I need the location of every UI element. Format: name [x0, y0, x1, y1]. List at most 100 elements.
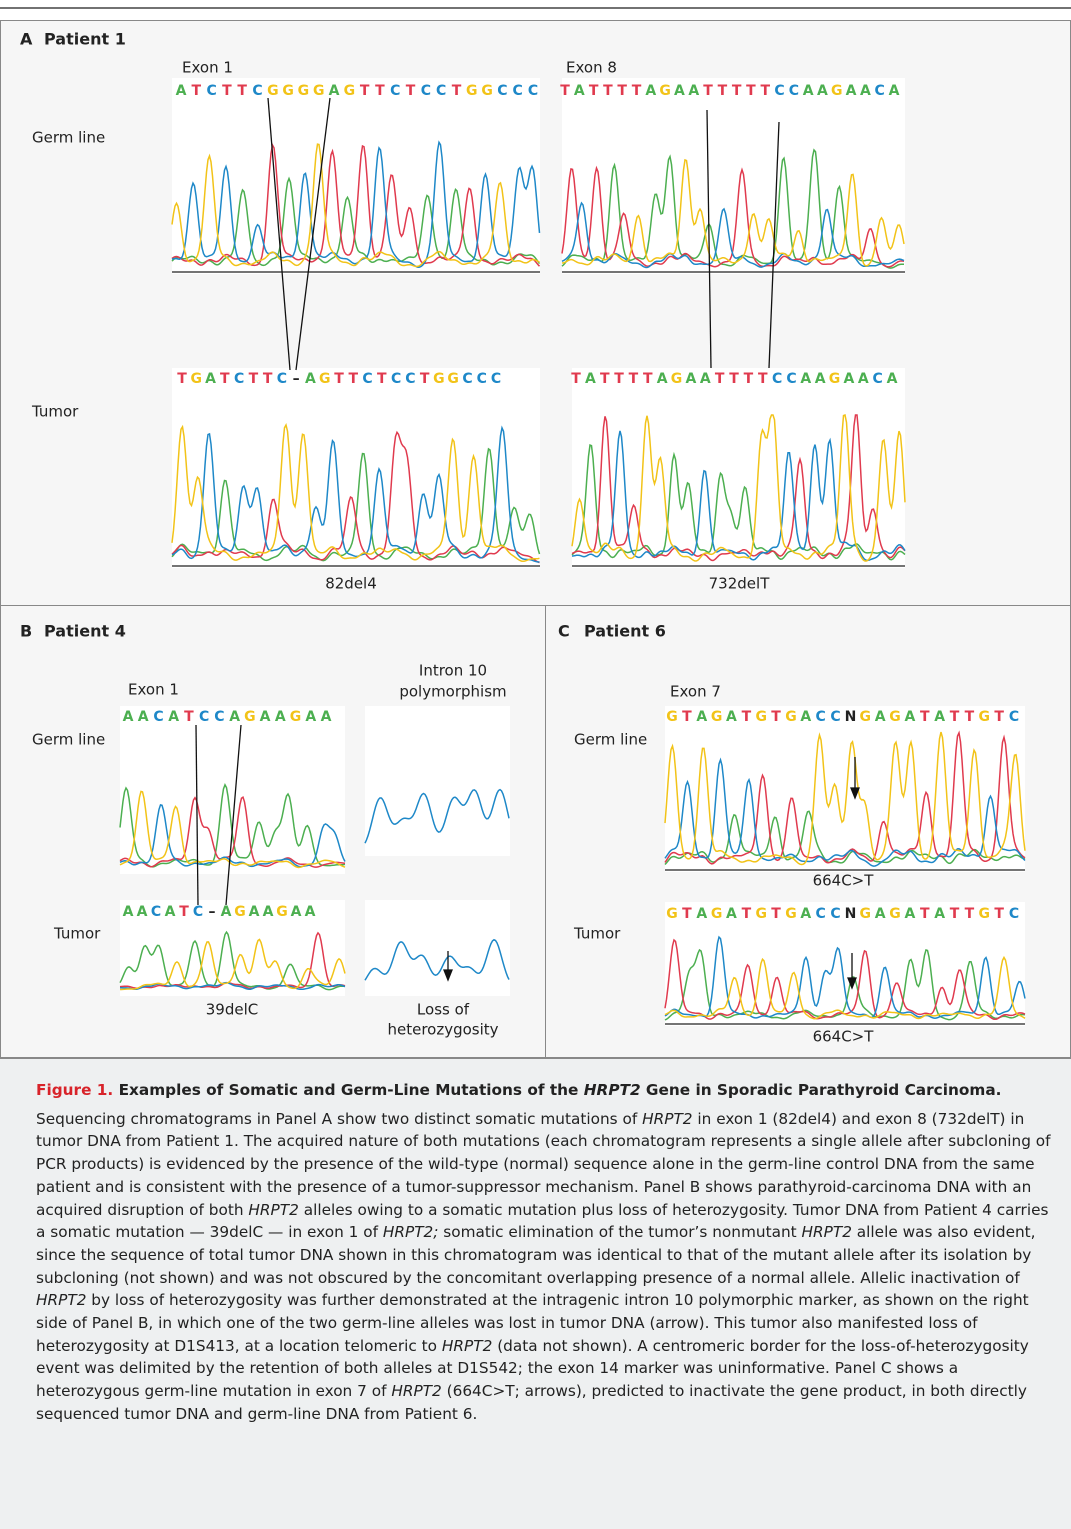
row-label: Germ line [32, 129, 105, 147]
base: G [234, 904, 246, 920]
base: G [666, 709, 678, 725]
base: C [513, 83, 523, 99]
base: G [711, 906, 723, 922]
figure: A Patient 1 Exon 1 Exon 8 Germ line Tumo… [0, 0, 1071, 1058]
base: A [858, 371, 869, 387]
base: G [433, 371, 445, 387]
base: C [497, 83, 507, 99]
base: T [729, 371, 739, 387]
caption-text: HRPT2 [248, 1201, 298, 1219]
base: T [950, 906, 960, 922]
base: T [263, 371, 273, 387]
base: T [732, 83, 742, 99]
base: A [889, 83, 900, 99]
base: G [829, 371, 841, 387]
base: G [889, 709, 901, 725]
base: C [362, 371, 372, 387]
base: G [290, 709, 302, 725]
exon-label: Exon 8 [566, 59, 617, 77]
panel-letter: C [558, 622, 570, 641]
row-label: Tumor [573, 925, 621, 943]
base: T [560, 83, 570, 99]
base: C [772, 371, 782, 387]
base: A [123, 904, 134, 920]
base: C [421, 83, 431, 99]
caption-text: HRPT2 [391, 1382, 441, 1400]
base: N [845, 709, 857, 725]
base: A [887, 371, 898, 387]
base: T [222, 83, 232, 99]
base: T [334, 371, 344, 387]
base: A [843, 371, 854, 387]
base: A [291, 904, 302, 920]
base: C [206, 83, 216, 99]
base: A [176, 83, 187, 99]
base: T [920, 906, 930, 922]
base: A [229, 709, 240, 725]
base: A [803, 83, 814, 99]
marker-label: Intron 10 [419, 662, 487, 680]
base: A [657, 371, 668, 387]
base: A [263, 904, 274, 920]
base: A [875, 906, 886, 922]
base: A [305, 709, 316, 725]
base: G [466, 83, 478, 99]
base: A [585, 371, 596, 387]
base: C [830, 709, 840, 725]
base: T [617, 83, 627, 99]
base: T [377, 371, 387, 387]
base: T [703, 83, 713, 99]
base: T [406, 83, 416, 99]
base: A [165, 904, 176, 920]
base: – [209, 904, 216, 920]
base: C [151, 904, 161, 920]
base: A [800, 709, 811, 725]
caption-text: HRPT2; [383, 1223, 439, 1241]
base: A [275, 709, 286, 725]
base: T [177, 371, 187, 387]
base: C [830, 906, 840, 922]
base: A [846, 83, 857, 99]
mutation-label: 664C>T [813, 872, 875, 890]
caption-text: HRPT2 [442, 1337, 492, 1355]
base: T [632, 83, 642, 99]
base: A [305, 371, 316, 387]
base: C [491, 371, 501, 387]
base: C [462, 371, 472, 387]
caption-text: Sequencing chromatograms in Panel A show… [36, 1110, 642, 1128]
base: C [214, 709, 224, 725]
base: A [726, 906, 737, 922]
base: G [319, 371, 331, 387]
base: G [831, 83, 843, 99]
base: T [184, 709, 194, 725]
base: A [904, 906, 915, 922]
base: T [682, 709, 692, 725]
base: G [979, 906, 991, 922]
base: C [199, 709, 209, 725]
base: G [671, 371, 683, 387]
base: T [744, 371, 754, 387]
base: A [260, 709, 271, 725]
base: C [391, 371, 401, 387]
base: A [815, 371, 826, 387]
base: C [789, 83, 799, 99]
exon-label: Exon 1 [182, 59, 233, 77]
base: C [277, 371, 287, 387]
base: G [860, 709, 872, 725]
base: A [137, 904, 148, 920]
base: C [872, 371, 882, 387]
base: A [329, 83, 340, 99]
chromatogram-area [172, 368, 540, 568]
base: C [816, 906, 826, 922]
mutation-label: 664C>T [813, 1028, 875, 1046]
base: C [193, 904, 203, 920]
base: T [589, 83, 599, 99]
exon-label: Exon 1 [128, 681, 179, 699]
panel-title: Patient 4 [44, 622, 126, 641]
base: C [1009, 906, 1019, 922]
base: T [603, 83, 613, 99]
row-label: Tumor [53, 925, 101, 943]
page: {"panels":[ {"letter":"A","title":"Patie… [0, 0, 1071, 1529]
base: G [481, 83, 493, 99]
